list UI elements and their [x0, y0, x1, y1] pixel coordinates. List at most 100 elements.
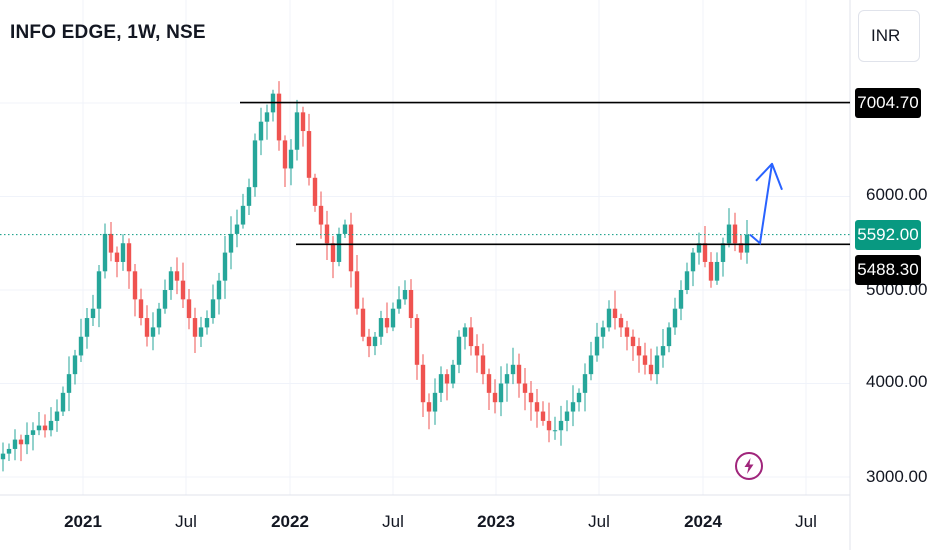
candle-body: [444, 374, 450, 384]
candle-body: [546, 420, 552, 431]
candle-body: [642, 355, 648, 365]
candle-body: [486, 374, 492, 393]
candle-body: [468, 327, 474, 347]
candle-body: [414, 318, 420, 365]
candle-body: [654, 355, 660, 375]
candle-body: [180, 280, 186, 300]
candle-body: [168, 271, 174, 290]
candle-body: [102, 233, 108, 272]
candle-body: [456, 336, 462, 365]
candle-body: [90, 308, 96, 319]
candle-body: [156, 308, 162, 328]
candle-body: [450, 364, 456, 384]
candle-body: [312, 177, 318, 206]
candle-body: [564, 411, 570, 421]
candle-body: [120, 243, 126, 262]
candle-body: [0, 453, 6, 460]
candle-body: [276, 93, 282, 141]
current-price-label[interactable]: 5592.00: [855, 220, 921, 250]
price-tick-6000: 6000.00: [866, 185, 928, 204]
time-tick-2024: 2024: [684, 512, 722, 531]
candle-body: [318, 205, 324, 225]
candle-body: [252, 140, 258, 188]
candle-body: [666, 327, 672, 347]
candle-body: [600, 327, 606, 337]
price-tick-4000: 4000.00: [866, 372, 928, 391]
candle-body: [528, 392, 534, 403]
candle-body: [324, 224, 330, 244]
candle-body: [660, 346, 666, 356]
candle-body: [690, 252, 696, 272]
candle-body: [636, 346, 642, 356]
candle-body: [258, 121, 264, 141]
candle-body: [174, 271, 180, 281]
candle-body: [12, 439, 18, 449]
candle-body: [492, 392, 498, 403]
candle-body: [126, 243, 132, 272]
candle-body: [54, 411, 60, 421]
candle-body: [240, 205, 246, 225]
candle-body: [282, 140, 288, 169]
candle-body: [18, 439, 24, 445]
candle-body: [420, 364, 426, 403]
candle-body: [576, 392, 582, 403]
candle-body: [366, 336, 372, 347]
candle-body: [606, 308, 612, 328]
candle-body: [726, 224, 732, 244]
candle-body: [246, 187, 252, 206]
chart-title: INFO EDGE, 1W, NSE: [10, 22, 206, 43]
candle-body: [210, 299, 216, 319]
candle-body: [390, 308, 396, 328]
candle-body: [594, 336, 600, 356]
candle-body: [78, 336, 84, 356]
candle-body: [504, 374, 510, 384]
candle-body: [222, 252, 228, 281]
candle-body: [612, 308, 618, 319]
candle-body: [348, 224, 354, 272]
candle-body: [522, 383, 528, 393]
candle-body: [108, 233, 114, 253]
candle-body: [72, 355, 78, 375]
time-tick-jul-2022: Jul: [382, 512, 404, 531]
candle-body: [150, 327, 156, 337]
candle-body: [498, 383, 504, 403]
time-tick-2021: 2021: [64, 512, 102, 531]
candle-body: [552, 430, 558, 432]
candle-body: [342, 224, 348, 234]
candle-body: [204, 318, 210, 328]
candle-body: [516, 364, 522, 384]
resistance-price-label[interactable]: 7004.70: [855, 88, 921, 118]
time-tick-2022: 2022: [271, 512, 309, 531]
currency-button[interactable]: INR: [858, 10, 920, 62]
candle-body: [354, 271, 360, 309]
candle-body: [408, 290, 414, 319]
candle-body: [462, 327, 468, 337]
candle-body: [702, 243, 708, 262]
candle-body: [732, 224, 738, 244]
candle-body: [714, 261, 720, 281]
candle-body: [330, 243, 336, 262]
candle-body: [144, 318, 150, 337]
candle-body: [696, 243, 702, 253]
candle-body: [396, 299, 402, 309]
candle-body: [294, 112, 300, 150]
candle-body: [6, 448, 12, 454]
support-price-label[interactable]: 5488.30: [855, 255, 921, 285]
time-tick-2023: 2023: [477, 512, 515, 531]
candle-body: [306, 131, 312, 178]
candle-body: [198, 327, 204, 337]
candle-body: [438, 374, 444, 393]
candle-body: [132, 271, 138, 300]
candle-body: [624, 327, 630, 337]
candle-body: [582, 374, 588, 393]
candle-body: [192, 318, 198, 337]
candle-body: [684, 271, 690, 290]
candle-body: [60, 392, 66, 412]
candle-body: [378, 318, 384, 337]
lightning-icon[interactable]: [735, 452, 763, 480]
candle-body: [672, 308, 678, 328]
candle-body: [138, 299, 144, 319]
candle-body: [96, 271, 102, 309]
candle-body: [426, 402, 432, 412]
